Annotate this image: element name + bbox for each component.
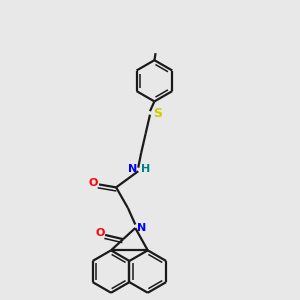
Text: N: N bbox=[136, 223, 146, 233]
Text: O: O bbox=[95, 229, 104, 238]
Text: H: H bbox=[141, 164, 150, 174]
Text: O: O bbox=[88, 178, 98, 188]
Text: N: N bbox=[128, 164, 137, 174]
Text: S: S bbox=[153, 107, 162, 120]
